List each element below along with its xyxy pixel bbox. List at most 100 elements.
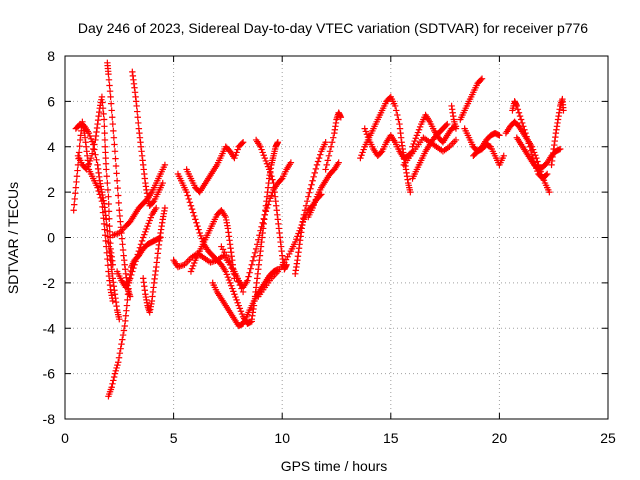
plus-marker: [251, 249, 259, 257]
plus-marker: [75, 149, 83, 156]
plus-marker: [229, 264, 236, 272]
plus-marker: [143, 225, 150, 233]
y-tick-label: -2: [43, 275, 56, 291]
plus-marker: [252, 245, 260, 253]
plus-marker: [84, 163, 92, 170]
plus-marker: [126, 293, 134, 300]
plus-marker: [132, 258, 139, 265]
y-tick-label: -6: [43, 366, 56, 382]
plus-marker: [521, 126, 528, 133]
y-tick-label: -8: [43, 411, 56, 427]
plus-marker: [311, 199, 318, 206]
plus-marker: [113, 170, 120, 177]
plus-marker: [335, 159, 342, 166]
x-tick-label: 10: [274, 430, 290, 446]
plus-marker: [109, 380, 116, 388]
track-25: [400, 134, 460, 169]
track-9: [113, 204, 160, 291]
plus-marker: [133, 254, 140, 262]
plus-marker: [524, 136, 531, 144]
plus-marker: [363, 131, 371, 138]
plus-marker: [239, 139, 247, 146]
plus-marker: [322, 166, 329, 173]
plus-marker: [194, 222, 201, 230]
plus-marker: [101, 129, 108, 137]
plus-marker: [516, 112, 524, 120]
plus-marker: [87, 154, 95, 162]
plus-marker: [250, 253, 258, 260]
plus-marker: [231, 154, 238, 162]
x-tick-labels: 0 5 10 15 20 25: [61, 430, 616, 446]
plus-marker: [248, 261, 255, 268]
data-points: [70, 59, 567, 400]
y-tick-labels: -8 -6 -4 -2 0 2 4 6 8: [43, 48, 56, 427]
plus-marker: [123, 302, 131, 309]
plus-marker: [109, 114, 116, 121]
plus-marker: [261, 154, 269, 162]
plus-marker: [117, 345, 124, 352]
plus-marker: [128, 271, 135, 279]
plus-marker: [308, 181, 315, 188]
plus-marker: [358, 152, 365, 159]
plus-marker: [105, 70, 112, 78]
plus-marker: [238, 140, 246, 147]
plus-marker: [119, 336, 126, 343]
plus-marker: [360, 146, 367, 153]
plus-marker: [315, 154, 323, 162]
plus-marker: [109, 261, 116, 268]
plus-marker: [560, 107, 567, 114]
plus-marker: [238, 310, 246, 318]
plus-marker: [106, 215, 113, 222]
plus-marker: [198, 235, 206, 242]
plus-marker: [477, 76, 485, 84]
plus-marker: [101, 123, 108, 130]
plus-marker: [102, 149, 109, 156]
plus-marker: [264, 201, 272, 208]
plus-marker: [233, 296, 240, 304]
y-tick-label: 0: [47, 230, 55, 246]
plus-marker: [237, 308, 245, 315]
plus-marker: [191, 212, 198, 220]
y-tick-label: 4: [47, 139, 55, 155]
plus-marker: [116, 212, 124, 220]
plus-marker: [233, 149, 240, 156]
x-tick-label: 20: [492, 430, 508, 446]
plus-marker: [264, 163, 272, 170]
plus-marker: [149, 199, 157, 206]
plus-marker: [393, 107, 400, 114]
plus-marker: [523, 133, 530, 140]
plus-marker: [110, 377, 117, 384]
plus-marker: [196, 229, 203, 237]
plus-marker: [114, 361, 121, 369]
plus-marker: [187, 202, 195, 209]
plus-marker: [72, 190, 79, 197]
plus-marker: [119, 246, 127, 254]
plus-marker: [112, 367, 119, 374]
plus-marker: [90, 145, 97, 153]
plus-marker: [86, 132, 94, 140]
plus-marker: [269, 189, 276, 196]
plus-marker: [145, 220, 152, 227]
plus-marker: [222, 268, 229, 275]
plus-marker: [88, 150, 96, 157]
track-34: [548, 95, 567, 169]
plus-marker: [235, 302, 242, 309]
plus-marker: [74, 167, 81, 174]
plus-marker: [327, 143, 335, 150]
plus-marker: [310, 201, 317, 209]
plus-marker: [307, 185, 314, 192]
plus-marker: [226, 279, 234, 287]
plus-marker: [102, 160, 110, 167]
plus-marker: [317, 151, 324, 158]
plus-marker: [259, 149, 266, 156]
plus-marker: [106, 82, 113, 89]
plus-marker: [274, 139, 282, 146]
plus-marker: [92, 151, 99, 158]
plus-marker: [102, 154, 109, 162]
plus-marker: [113, 177, 121, 184]
x-tick-label: 25: [600, 430, 616, 446]
plus-marker: [257, 227, 264, 234]
plus-marker: [99, 99, 106, 106]
plus-marker: [115, 199, 122, 207]
